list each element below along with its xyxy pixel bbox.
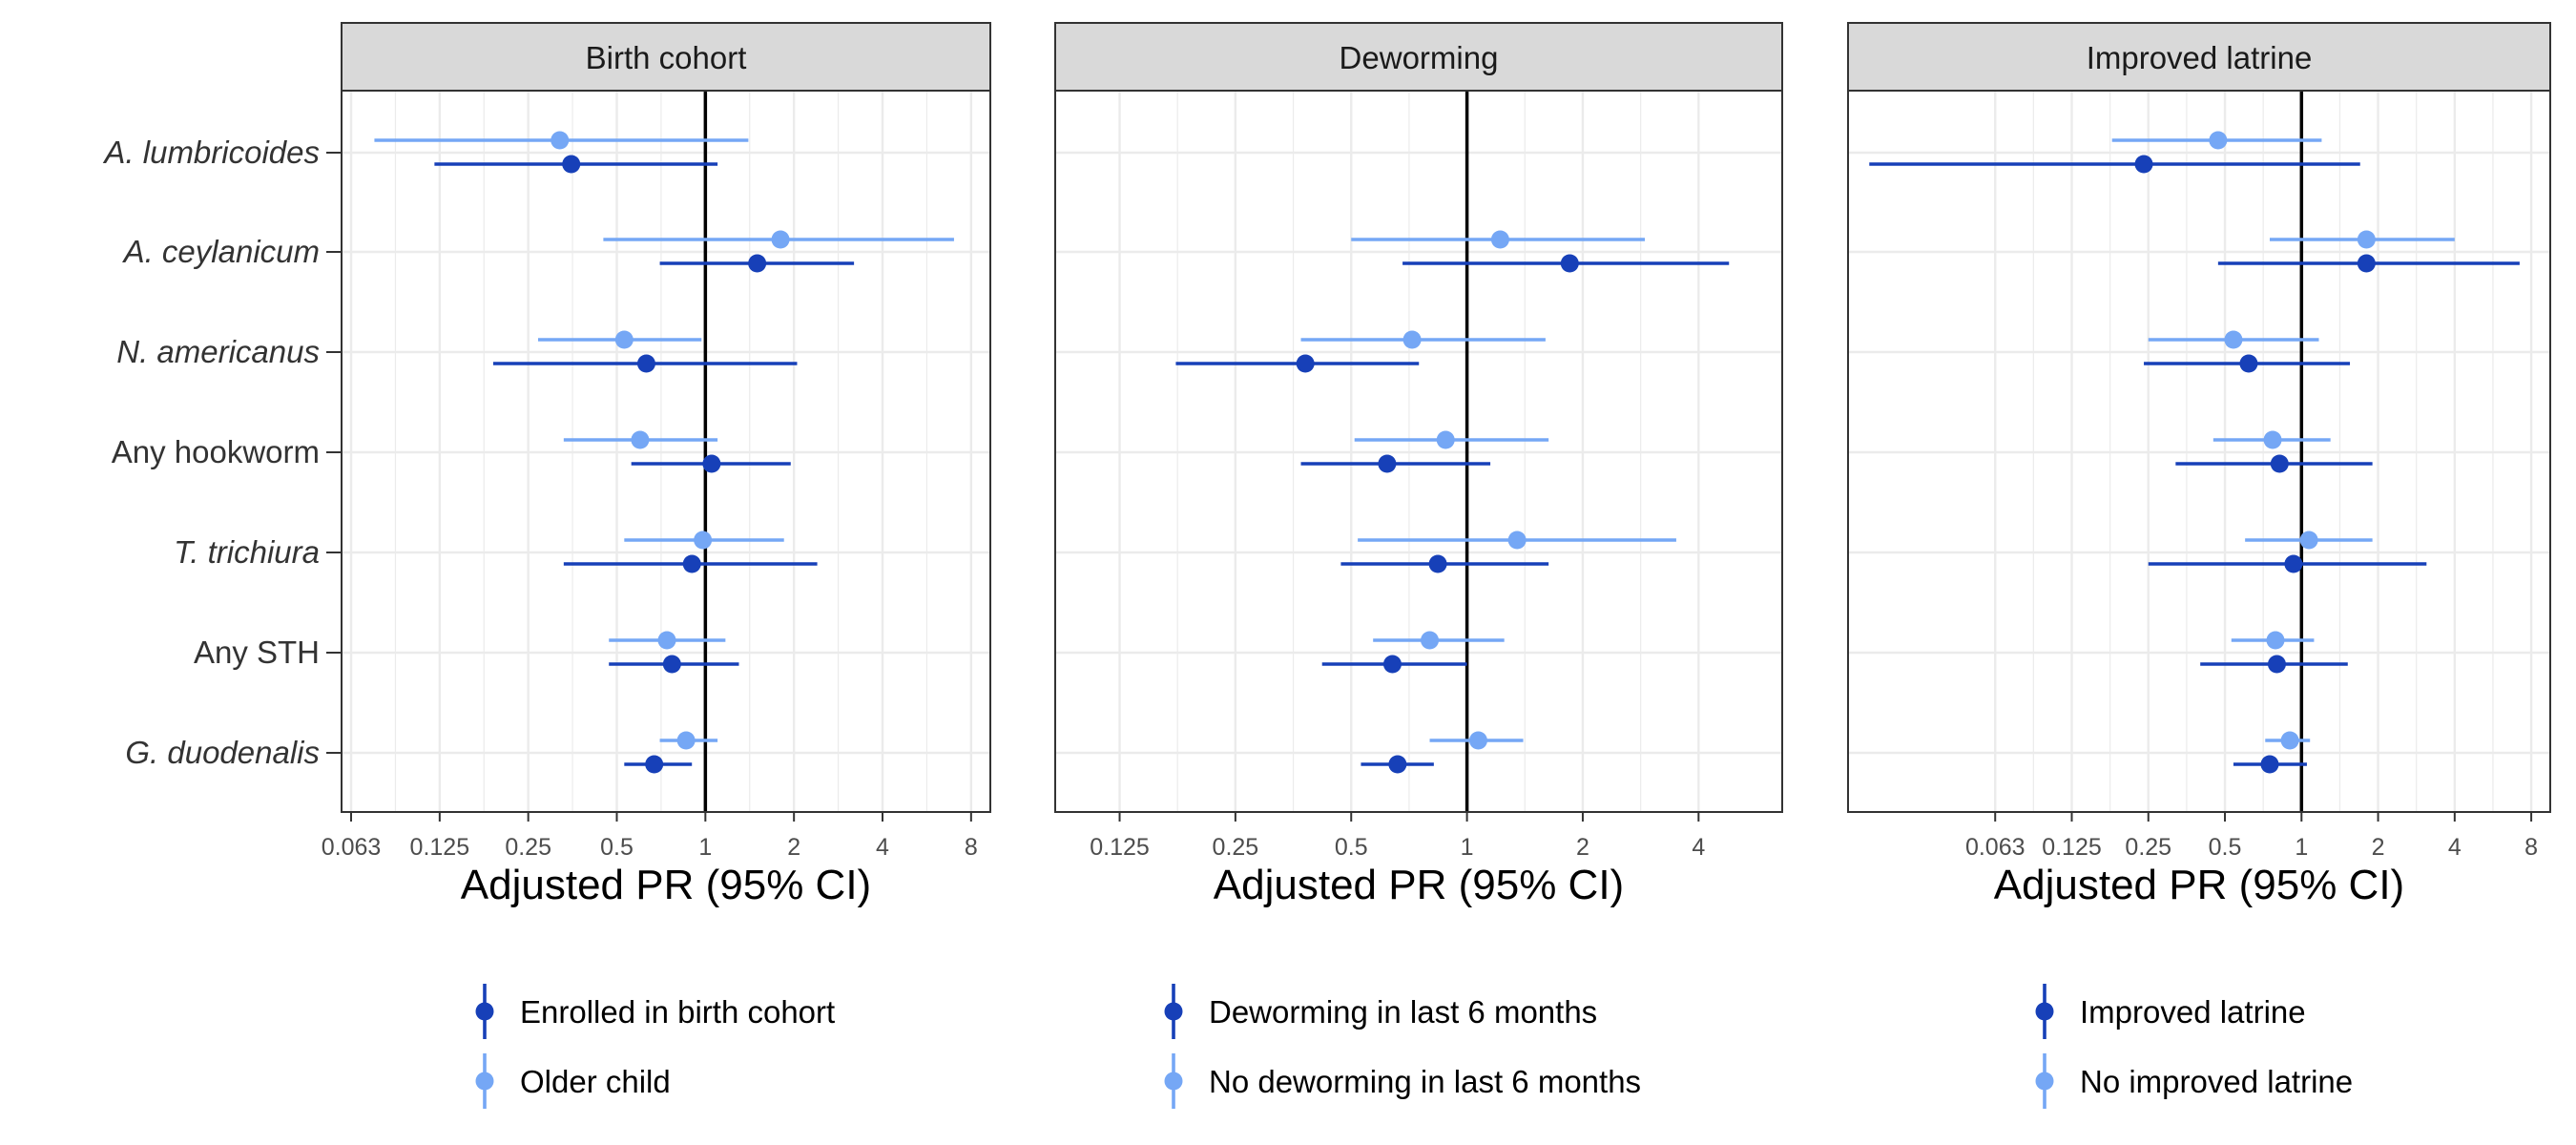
x-tick-label: 8 [2524, 834, 2538, 861]
point-improved-latrine-no-improved-latrine-g-duodenalis [2280, 731, 2299, 750]
point-birth-cohort-enrolled-in-birth-cohort-any-sth [662, 655, 681, 674]
legend-deworming: Deworming in last 6 months No deworming i… [1164, 984, 1641, 1109]
x-tick-label: 1 [698, 834, 712, 861]
panel-birth-cohort: Birth cohort 0.063 0.125 0.25 0.5 1 2 4 8 Adjuste… [322, 22, 991, 1109]
point-deworming-no-deworming-in-last-6-months-any-hookworm [1436, 430, 1455, 449]
point-birth-cohort-older-child-t-trichiura [694, 531, 713, 550]
point-birth-cohort-enrolled-in-birth-cohort-n-americanus [636, 354, 655, 373]
x-tick-label: 0.063 [1965, 834, 2025, 861]
point-deworming-no-deworming-in-last-6-months-g-duodenalis [1468, 731, 1487, 750]
strip-background [341, 22, 991, 92]
x-tick-label: 2 [1576, 834, 1589, 861]
point-deworming-deworming-in-last-6-months-n-americanus [1296, 354, 1315, 373]
x-axis-title: Adjusted PR (95% CI) [461, 862, 871, 908]
legend-label-deworming-in-last-6-months: Deworming in last 6 months [1209, 994, 1597, 1030]
strip-background [1847, 22, 2551, 92]
point-birth-cohort-enrolled-in-birth-cohort-t-trichiura [682, 554, 701, 573]
x-tick-label: 4 [1692, 834, 1705, 861]
point-improved-latrine-no-improved-latrine-a-ceylanicum [2357, 230, 2376, 249]
legend-label-enrolled-in-birth-cohort: Enrolled in birth cohort [520, 994, 835, 1030]
point-improved-latrine-no-improved-latrine-any-hookworm [2263, 430, 2282, 449]
legend-key-point [1164, 1002, 1183, 1021]
point-deworming-deworming-in-last-6-months-any-hookworm [1378, 454, 1397, 473]
x-tick-label: 1 [1461, 834, 1474, 861]
strip-background [1054, 22, 1783, 92]
category-label-any-hookworm: Any hookworm [112, 434, 320, 469]
strip-label-birth-cohort: Birth cohort [586, 40, 747, 75]
point-improved-latrine-improved-latrine-a-lumbricoides [2134, 155, 2153, 174]
point-improved-latrine-improved-latrine-n-americanus [2239, 354, 2258, 373]
point-birth-cohort-older-child-n-americanus [614, 330, 634, 349]
point-birth-cohort-enrolled-in-birth-cohort-a-ceylanicum [748, 254, 767, 273]
point-deworming-no-deworming-in-last-6-months-a-ceylanicum [1490, 230, 1509, 249]
point-improved-latrine-improved-latrine-any-hookworm [2270, 454, 2289, 473]
point-birth-cohort-enrolled-in-birth-cohort-any-hookworm [702, 454, 721, 473]
panel-improved-latrine: Improved latrine 0.063 0.125 0.25 0.5 1 2 4 8 Adj… [1847, 22, 2551, 1109]
x-tick-label: 0.25 [1213, 834, 1259, 861]
x-tick-label: 0.25 [2125, 834, 2171, 861]
x-tick-label: 4 [876, 834, 889, 861]
point-improved-latrine-improved-latrine-g-duodenalis [2260, 755, 2279, 774]
strip-label-deworming: Deworming [1340, 40, 1499, 75]
strip-label-improved-latrine: Improved latrine [2087, 40, 2313, 75]
x-tick-label: 0.5 [1335, 834, 1368, 861]
x-tick-label: 0.125 [1090, 834, 1150, 861]
x-axis-title: Adjusted PR (95% CI) [1214, 862, 1624, 908]
category-label-a-lumbricoides: A. lumbricoides [102, 135, 320, 170]
x-tick-label: 0.063 [322, 834, 382, 861]
x-tick-label: 1 [2295, 834, 2308, 861]
legend-label-no-improved-latrine: No improved latrine [2080, 1064, 2353, 1099]
point-deworming-deworming-in-last-6-months-a-ceylanicum [1560, 254, 1579, 273]
legend-label-improved-latrine: Improved latrine [2080, 994, 2306, 1030]
point-deworming-deworming-in-last-6-months-any-sth [1382, 655, 1402, 674]
legend-improved-latrine: Improved latrine No improved latrine [2035, 984, 2353, 1109]
point-birth-cohort-older-child-a-ceylanicum [771, 230, 790, 249]
x-tick-label: 0.5 [600, 834, 634, 861]
category-label-any-sth: Any STH [194, 635, 320, 670]
legend-key-point [1164, 1072, 1183, 1091]
legend-key-point [475, 1072, 494, 1091]
x-axis-title: Adjusted PR (95% CI) [1994, 862, 2404, 908]
point-birth-cohort-older-child-any-hookworm [631, 430, 650, 449]
legend-key-point [475, 1002, 494, 1021]
category-label-t-trichiura: T. trichiura [174, 534, 320, 570]
legend-label-older-child: Older child [520, 1064, 671, 1099]
point-deworming-deworming-in-last-6-months-g-duodenalis [1388, 755, 1407, 774]
legend-key-point [2035, 1072, 2054, 1091]
point-improved-latrine-improved-latrine-any-sth [2267, 655, 2286, 674]
point-improved-latrine-improved-latrine-a-ceylanicum [2357, 254, 2376, 273]
legend-label-no-deworming-in-last-6-months: No deworming in last 6 months [1209, 1064, 1641, 1099]
point-deworming-deworming-in-last-6-months-t-trichiura [1428, 554, 1447, 573]
panel-deworming: Deworming 0.125 0.25 0.5 1 2 4 Adjusted PR (95%… [1054, 22, 1783, 1109]
legend-birth-cohort: Enrolled in birth cohort Older child [475, 984, 835, 1109]
point-improved-latrine-no-improved-latrine-t-trichiura [2299, 531, 2318, 550]
point-improved-latrine-improved-latrine-t-trichiura [2284, 554, 2303, 573]
legend-key-point [2035, 1002, 2054, 1021]
point-deworming-no-deworming-in-last-6-months-t-trichiura [1507, 531, 1527, 550]
x-tick-label: 2 [2372, 834, 2385, 861]
point-birth-cohort-older-child-a-lumbricoides [551, 131, 570, 150]
x-tick-label: 0.5 [2209, 834, 2242, 861]
point-birth-cohort-enrolled-in-birth-cohort-g-duodenalis [645, 755, 664, 774]
x-tick-label: 0.25 [505, 834, 551, 861]
point-deworming-no-deworming-in-last-6-months-n-americanus [1402, 330, 1422, 349]
category-label-a-ceylanicum: A. ceylanicum [122, 234, 320, 269]
category-label-n-americanus: N. americanus [116, 334, 320, 369]
x-tick-label: 0.125 [2042, 834, 2102, 861]
point-birth-cohort-older-child-any-sth [657, 631, 676, 650]
point-improved-latrine-no-improved-latrine-n-americanus [2224, 330, 2243, 349]
point-improved-latrine-no-improved-latrine-any-sth [2266, 631, 2285, 650]
point-birth-cohort-enrolled-in-birth-cohort-a-lumbricoides [562, 155, 581, 174]
point-deworming-no-deworming-in-last-6-months-any-sth [1421, 631, 1440, 650]
point-birth-cohort-older-child-g-duodenalis [676, 731, 696, 750]
point-improved-latrine-no-improved-latrine-a-lumbricoides [2209, 131, 2228, 150]
x-tick-label: 0.125 [410, 834, 470, 861]
x-tick-label: 2 [787, 834, 800, 861]
category-label-g-duodenalis: G. duodenalis [125, 735, 320, 770]
x-tick-label: 8 [965, 834, 978, 861]
x-tick-label: 4 [2448, 834, 2462, 861]
